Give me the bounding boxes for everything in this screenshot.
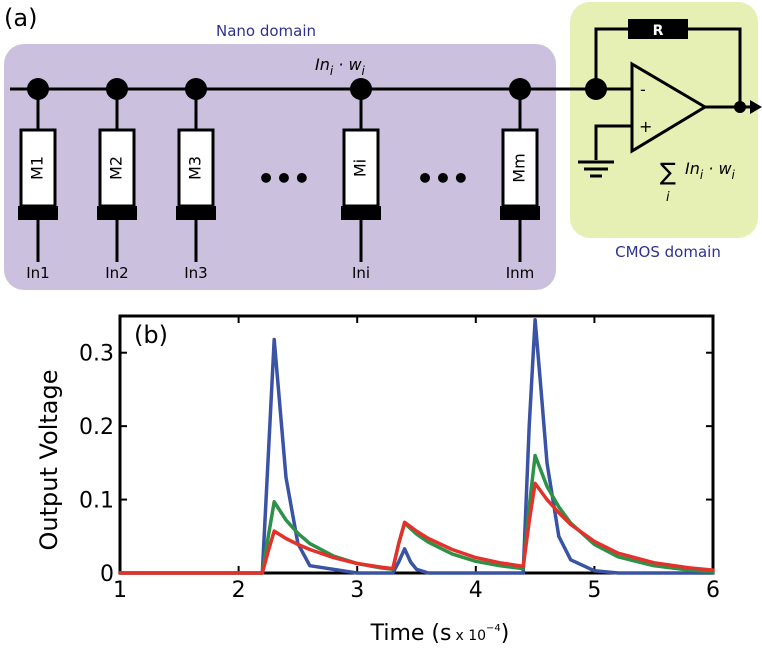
memristor-label-mm: Mm	[510, 153, 529, 182]
output-arrow-head	[750, 100, 762, 114]
x-tick-label: 3	[350, 578, 364, 603]
memristor-band-mm	[500, 206, 540, 220]
panel-a: (a) Nano domain CMOS domain Ini · wi M1I…	[4, 2, 762, 290]
sum-symbol: ∑	[660, 158, 676, 186]
feedback-resistor	[628, 19, 688, 39]
memristor-body-m1	[19, 128, 57, 208]
ellipsis-right: •••	[416, 162, 470, 195]
resistor-label: R	[653, 23, 664, 39]
memristor-body-m2	[98, 128, 136, 208]
x-axis-label-exponent: −4	[486, 623, 501, 634]
output-node	[734, 101, 746, 113]
input-label-mm: Inm	[506, 264, 535, 282]
opamp-plus: +	[639, 117, 652, 136]
input-label-mi: Ini	[352, 264, 370, 282]
memristor-band-m2	[97, 206, 137, 220]
y-tick-label: 0.1	[79, 489, 114, 514]
cmos-domain-box	[570, 2, 758, 238]
x-tick-label: 2	[232, 578, 246, 603]
opamp-triangle	[630, 61, 708, 154]
sum-expr-sub2: i	[732, 168, 736, 182]
bus-expression: Ini · wi	[315, 55, 366, 78]
chart: 1 2 3 4 5 6 0 0.1 0.2 0.3	[79, 314, 720, 603]
ellipsis-left: •••	[257, 162, 311, 195]
memristor-body-mi	[342, 128, 380, 208]
memristor-label-mi: Mi	[351, 159, 370, 177]
panel-b: 1 2 3 4 5 6 0 0.1 0.2 0.3 (b) Output Voltage Time…	[35, 314, 720, 646]
x-tick-label: 5	[587, 578, 601, 603]
ground-wire	[594, 124, 632, 160]
bus-expr-sub2: i	[362, 64, 366, 78]
panel-a-label: (a)	[4, 4, 37, 32]
x-axis-label-close: )	[501, 621, 510, 646]
memristor-label-m3: M3	[186, 156, 205, 180]
sum-expr-base: In	[685, 159, 700, 178]
x-axis-label: Time (s x 10−4)	[370, 621, 510, 646]
x-tick-label: 6	[706, 578, 720, 603]
y-tick-label: 0.2	[79, 415, 114, 440]
memristor-band-m1	[18, 206, 58, 220]
series-line-1	[118, 317, 715, 575]
memristor-label-m2: M2	[107, 156, 126, 180]
memristor-array: M1 In1 M2 In2 M3 In3 Mi Ini Mm Inm	[18, 78, 540, 282]
x-tick-label: 1	[113, 578, 127, 603]
input-label-m2: In2	[105, 264, 128, 282]
sum-index: i	[666, 190, 670, 205]
y-tick-label: 0	[100, 562, 114, 587]
input-label-m3: In3	[184, 264, 207, 282]
memristor-band-m3	[176, 206, 216, 220]
opamp-minus: -	[640, 80, 646, 99]
memristor-body-mm	[501, 128, 539, 208]
nano-domain-box	[4, 44, 556, 290]
memristor-band-mi	[341, 206, 381, 220]
opamp-circuit: R - + ∑ i Ini · wi	[578, 19, 762, 205]
x-axis-label-main: Time (s	[370, 621, 452, 646]
series-line-3	[118, 481, 715, 575]
nano-domain-label: Nano domain	[216, 22, 316, 40]
cmos-domain-label: CMOS domain	[615, 243, 721, 261]
x-axis-label-scale: x 10	[455, 628, 486, 644]
y-tick-label: 0.3	[79, 342, 114, 367]
sum-expr-sub: i	[700, 168, 704, 182]
y-axis-label: Output Voltage	[35, 369, 63, 550]
input-label-m1: In1	[26, 264, 49, 282]
x-tick-label: 4	[469, 578, 483, 603]
memristor-label-m1: M1	[28, 156, 47, 180]
bus-expr-base: In	[315, 55, 330, 74]
panel-b-label: (b)	[134, 321, 168, 349]
sum-expr-dot: · w	[703, 159, 732, 178]
sum-expression: Ini · wi	[685, 159, 736, 182]
bus-expr-sub: i	[330, 64, 334, 78]
bus-expr-dot: · w	[333, 55, 362, 74]
